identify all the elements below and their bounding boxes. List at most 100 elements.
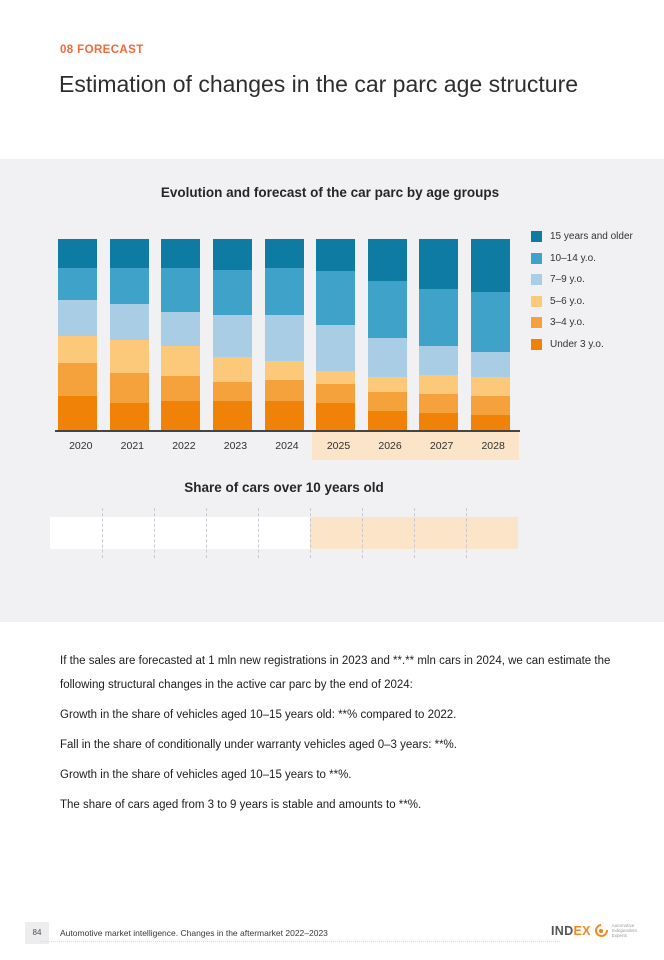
bar-segment xyxy=(264,315,304,362)
bar-segment xyxy=(264,401,304,430)
paragraph: The share of cars aged from 3 to 9 years… xyxy=(60,799,422,811)
legend-swatch xyxy=(531,338,542,350)
x-axis-label: 2022 xyxy=(172,440,196,452)
x-axis-label: 2027 xyxy=(429,440,454,452)
bar-segment xyxy=(419,412,459,430)
legend-swatch xyxy=(531,231,542,242)
share-cell-2027 xyxy=(414,517,466,549)
bar-segment xyxy=(367,239,407,282)
share-cell-2022 xyxy=(154,517,206,549)
share-grid-line xyxy=(258,508,259,558)
bar-segment xyxy=(316,324,356,371)
share-grid-line xyxy=(102,508,103,558)
bar-2020 xyxy=(58,239,97,430)
x-axis-label: 2021 xyxy=(120,440,144,452)
x-axis-label: 2024 xyxy=(275,440,299,452)
body-text: If the sales are forecasted at 1 mln new… xyxy=(60,649,617,823)
x-axis-label: 2025 xyxy=(326,440,351,452)
bar-segment xyxy=(212,357,252,383)
bar-segment xyxy=(161,345,201,377)
index-logo-swirl-icon xyxy=(592,921,611,940)
legend: 15 years and older 10–14 y.o. 7–9 y.o. 5–6 … xyxy=(531,231,633,360)
share-cell-2023 xyxy=(206,517,258,549)
bar-2021 xyxy=(109,239,149,430)
legend-label: 3–4 y.o. xyxy=(550,317,585,328)
legend-item: 15 years and older xyxy=(531,231,633,242)
forecast-highlight-band xyxy=(312,432,519,460)
bar-segment xyxy=(367,281,407,339)
bar-2023 xyxy=(212,239,252,430)
bar-chart-bars xyxy=(58,239,510,430)
share-grid-line xyxy=(310,508,311,558)
share-grid-line xyxy=(466,508,467,558)
bar-segment xyxy=(58,300,97,337)
page-title: Estimation of changes in the car parc ag… xyxy=(59,71,579,97)
legend-item: 5–6 y.o. xyxy=(531,295,633,307)
share-chart-title: Share of cars over 10 years old xyxy=(184,480,384,495)
legend-label: 15 years and older xyxy=(550,231,633,242)
bar-segment xyxy=(109,403,149,430)
bar-segment xyxy=(316,403,356,430)
bar-segment xyxy=(316,239,356,272)
bar-segment xyxy=(264,239,304,268)
bar-segment xyxy=(264,361,304,381)
footer-report-title: Automotive market intelligence. Changes … xyxy=(60,928,328,938)
legend-item: 3–4 y.o. xyxy=(531,317,633,328)
bar-2024 xyxy=(264,239,304,430)
legend-label: 10–14 y.o. xyxy=(550,252,596,264)
x-axis-label: 2026 xyxy=(378,440,402,452)
legend-item: Under 3 y.o. xyxy=(531,338,633,350)
bar-segment xyxy=(264,267,304,316)
tagline-line: Experts xyxy=(611,933,627,939)
bar-segment xyxy=(367,376,407,392)
legend-swatch xyxy=(531,295,542,307)
logo-tagline: Automotive Independent Experts xyxy=(612,923,637,939)
bar-segment xyxy=(212,401,252,430)
x-axis-band: 2020 2021 2022 2023 2024 2025 2026 2027 2028 xyxy=(55,432,519,460)
share-grid-line xyxy=(414,508,415,558)
paragraph: Fall in the share of conditionally under… xyxy=(60,739,457,751)
share-grid-line xyxy=(154,508,155,558)
bar-segment xyxy=(109,303,149,341)
bar-segment xyxy=(471,376,510,396)
logo-text-orange: EX xyxy=(573,923,591,938)
bar-segment xyxy=(316,384,356,404)
legend-label: 5–6 y.o. xyxy=(550,295,585,307)
share-cell-2028 xyxy=(466,517,518,549)
bar-segment xyxy=(471,395,510,415)
paragraph: Growth in the share of vehicles aged 10–… xyxy=(60,709,457,721)
legend-label: 7–9 y.o. xyxy=(550,274,585,285)
share-grid-line xyxy=(206,508,207,558)
bar-segment xyxy=(212,269,252,316)
share-cell-2024 xyxy=(258,517,310,549)
paragraph: Growth in the share of vehicles aged 10–… xyxy=(60,769,352,781)
x-axis-label: 2023 xyxy=(223,440,248,452)
bar-segment xyxy=(161,401,201,430)
share-cell-2026 xyxy=(362,517,414,549)
share-strip xyxy=(50,508,518,558)
bar-segment xyxy=(58,395,97,430)
tagline-line: Automotive xyxy=(611,923,635,928)
section-kicker: 08 FORECAST xyxy=(60,44,144,56)
bar-segment xyxy=(316,370,356,385)
legend-item: 10–14 y.o. xyxy=(531,252,633,264)
bar-segment xyxy=(109,340,149,373)
share-cell-2025 xyxy=(310,517,362,549)
chart-title: Evolution and forecast of the car parc b… xyxy=(160,185,500,200)
share-cell-2020 xyxy=(50,517,102,549)
bar-segment xyxy=(471,292,510,352)
bar-segment xyxy=(419,345,459,375)
bar-segment xyxy=(419,374,459,394)
bar-segment xyxy=(471,351,510,377)
bar-segment xyxy=(58,336,97,364)
x-axis-label: 2020 xyxy=(69,440,93,452)
bar-segment xyxy=(471,239,510,293)
index-logo: INDEX Automotive Independent Experts xyxy=(551,921,637,940)
bar-segment xyxy=(161,267,201,312)
legend-item: 7–9 y.o. xyxy=(531,274,633,285)
bar-2027 xyxy=(419,239,459,430)
tagline-line: Independent xyxy=(611,928,637,934)
bar-segment xyxy=(419,288,459,346)
bar-segment xyxy=(109,372,149,404)
